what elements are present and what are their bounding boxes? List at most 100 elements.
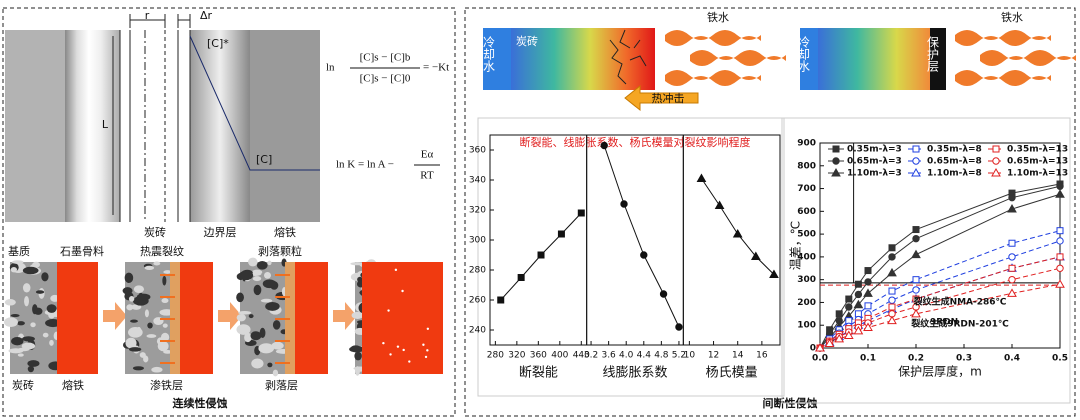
legend-label: 1.10m-λ=13	[1007, 169, 1068, 179]
grain	[46, 304, 57, 313]
brick	[818, 28, 930, 90]
waves	[665, 30, 1076, 86]
grain	[10, 266, 18, 273]
wave	[980, 50, 1076, 66]
grain	[133, 285, 145, 293]
point	[1008, 264, 1016, 272]
shock-arrow	[624, 84, 699, 112]
grain	[128, 296, 135, 302]
point	[888, 296, 896, 304]
point	[640, 251, 648, 259]
grain	[21, 342, 36, 350]
label: 熔铁	[274, 225, 296, 239]
point	[696, 173, 707, 182]
cracks	[609, 29, 647, 85]
grain	[132, 366, 145, 371]
point	[863, 288, 873, 297]
grain	[125, 337, 137, 349]
grain	[147, 322, 153, 329]
label: [C]*	[207, 37, 229, 50]
grain	[354, 351, 362, 361]
iron	[362, 262, 443, 374]
point	[600, 141, 608, 150]
grain	[49, 339, 54, 346]
x-tick-label: 440	[573, 351, 590, 361]
iron-zone	[250, 30, 320, 222]
label: 冷却水	[482, 36, 496, 72]
grain	[236, 292, 244, 303]
line	[603, 145, 680, 328]
y-tick-label: 100	[797, 321, 816, 331]
grain	[157, 340, 169, 352]
iron	[180, 262, 213, 374]
right-frame	[464, 7, 1076, 417]
annotation: 裂纹生成NMA-286℃	[913, 296, 1007, 308]
point	[659, 290, 668, 298]
label: 保护层	[926, 36, 940, 73]
x-tick-label: 3.6	[601, 351, 616, 361]
grain	[262, 279, 277, 289]
step-arrow	[333, 302, 357, 330]
grain	[4, 317, 18, 328]
y-tick-label: 800	[797, 161, 816, 171]
point	[497, 296, 505, 304]
point	[675, 323, 683, 331]
x-tick-label: 280	[487, 351, 504, 361]
particle	[426, 327, 430, 330]
eq: ln	[326, 62, 335, 74]
y-axis-label: 温差，℃	[789, 221, 803, 270]
point	[1056, 253, 1064, 261]
particle	[408, 360, 411, 363]
grain	[256, 260, 268, 270]
label: 石墨骨料	[60, 244, 104, 258]
grain	[350, 345, 361, 351]
particle	[387, 309, 390, 312]
line	[819, 267, 1061, 349]
panel-frame	[586, 134, 684, 346]
grain	[22, 283, 31, 293]
legend-marker	[912, 145, 920, 153]
legend-label: 0.35m-λ=3	[847, 145, 902, 155]
point	[845, 303, 853, 311]
wave	[665, 30, 761, 46]
grain	[27, 365, 35, 373]
grain	[258, 343, 275, 354]
point	[863, 322, 873, 331]
point	[912, 226, 920, 234]
grain	[244, 332, 252, 343]
wave	[955, 30, 1051, 46]
grain	[8, 348, 24, 354]
equation-2: ln K = ln A − Eα RT	[336, 149, 440, 182]
shade	[65, 30, 125, 222]
x-tick-label: 16	[756, 351, 768, 361]
grain	[163, 350, 173, 354]
y-tick-label: 240	[469, 326, 486, 336]
cooling	[483, 28, 511, 90]
grain	[251, 358, 264, 369]
grain	[17, 353, 24, 357]
grain	[27, 360, 40, 367]
grain	[161, 298, 169, 304]
legend-marker	[992, 145, 1000, 153]
line	[819, 193, 1061, 349]
eq: [C]s − [C]b	[360, 52, 411, 64]
grain	[153, 261, 161, 266]
chart-title: 断裂能、线膨胀系数、杨氏模量对裂纹影响程度	[520, 135, 751, 149]
y-tick-label: 900	[797, 139, 816, 149]
point	[864, 302, 872, 310]
point	[1008, 193, 1016, 202]
wave	[665, 70, 761, 86]
particle	[424, 355, 428, 359]
iron	[295, 262, 328, 374]
legend-marker	[911, 167, 921, 177]
y-tick-label: 400	[797, 252, 816, 262]
grain	[41, 272, 49, 282]
legend-marker	[912, 157, 920, 165]
x-axis-label: 线膨胀系数	[602, 366, 667, 381]
grain	[122, 287, 133, 295]
grain	[354, 367, 365, 372]
legend-label: 1.10m-λ=8	[927, 169, 982, 179]
grain	[35, 290, 45, 294]
grain	[126, 304, 134, 311]
grain	[124, 272, 134, 284]
